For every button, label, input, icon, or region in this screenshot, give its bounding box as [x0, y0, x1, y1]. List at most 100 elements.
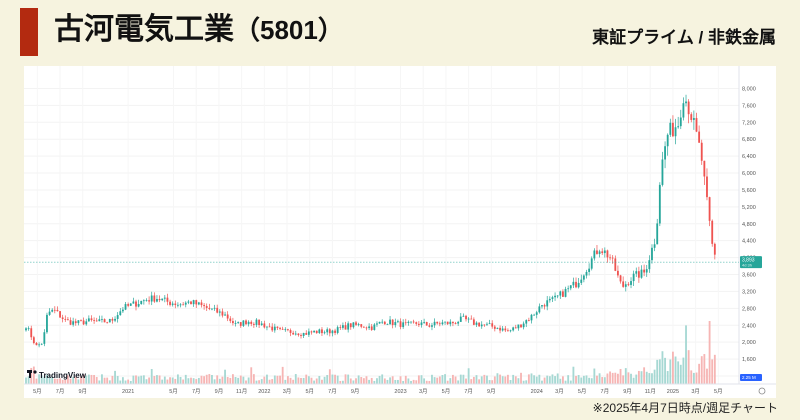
volume-bar — [527, 374, 530, 384]
price-chart[interactable]: 8,000 7,600 7,200 6,800 6,400 6,000 5,600 5,200… — [24, 66, 776, 398]
candle-body — [163, 297, 166, 299]
time-tick-label: 2022 — [258, 389, 270, 395]
candle-body — [205, 306, 208, 308]
candle-body — [234, 323, 237, 324]
candle-body — [208, 307, 211, 309]
volume-bar — [182, 379, 185, 384]
candle-body — [425, 322, 428, 326]
volume-bar — [61, 379, 64, 384]
volume-bar — [507, 374, 509, 384]
volume-bar — [331, 374, 334, 384]
time-tick-label: 7月 — [328, 388, 337, 395]
candle-body — [292, 332, 295, 335]
candle-body — [101, 319, 103, 320]
price-tick-label: 8,000 — [742, 86, 756, 92]
chart-settings-icon[interactable] — [758, 387, 766, 395]
volume-bar — [77, 379, 80, 384]
candle-body — [682, 103, 685, 118]
volume-bar — [302, 377, 305, 384]
last-price-badge — [740, 256, 762, 269]
candle-body — [383, 321, 386, 325]
volume-bar — [51, 376, 54, 384]
last-volume-badge — [740, 374, 762, 381]
volume-bars — [25, 321, 716, 384]
candle-body — [95, 320, 98, 322]
candle-body — [651, 247, 653, 261]
volume-bar — [93, 374, 96, 384]
volume-bar — [415, 380, 418, 384]
volume-bar — [499, 374, 501, 384]
volume-bar — [297, 377, 300, 384]
volume-bar — [80, 376, 82, 384]
candle-body — [302, 332, 305, 336]
price-axis[interactable]: 8,000 7,600 7,200 6,800 6,400 6,000 5,600 5,200… — [738, 66, 756, 384]
volume-bar — [562, 376, 564, 384]
volume-bar — [530, 373, 533, 384]
volume-bar — [156, 375, 158, 384]
candle-body — [499, 327, 501, 331]
volume-bar — [446, 380, 449, 384]
volume-bar — [226, 377, 229, 384]
volume-bar — [619, 368, 622, 384]
candle-body — [357, 324, 360, 325]
candle-body — [108, 318, 111, 323]
candle-body — [179, 304, 182, 306]
volume-bar — [179, 376, 182, 384]
candle-body — [402, 322, 405, 328]
candle-body — [142, 300, 145, 302]
volume-bar — [525, 380, 528, 384]
candle-body — [323, 332, 326, 334]
candle-body — [593, 250, 596, 259]
volume-bar — [318, 375, 321, 384]
candle-body — [700, 142, 703, 161]
volume-bar — [116, 376, 119, 384]
candle-body — [347, 323, 350, 330]
candle-body — [475, 322, 478, 325]
candle-body — [260, 323, 263, 326]
candle-body — [289, 330, 292, 333]
volume-bar — [661, 351, 664, 384]
chart-svg[interactable]: 8,000 7,600 7,200 6,800 6,400 6,000 5,600 5,200… — [24, 66, 776, 398]
candle-body — [525, 320, 528, 324]
time-axis[interactable]: 5月 7月 9月 2021 5月 7月 9月 11月 2022 3月 5月 7月 9月 2023 3月 5月 7… — [24, 383, 776, 395]
time-tick-label: 5月 — [442, 388, 451, 395]
volume-bar — [423, 378, 426, 384]
candle-body — [245, 320, 247, 325]
candle-body — [339, 327, 342, 328]
volume-bar — [150, 369, 153, 384]
volume-bar — [40, 375, 43, 384]
volume-bar — [397, 379, 399, 384]
candle-body — [121, 309, 124, 312]
candle-body — [370, 326, 373, 330]
candle-body — [98, 319, 101, 322]
volume-bar — [593, 368, 596, 384]
volume-bar — [383, 378, 386, 384]
candles — [25, 94, 716, 348]
candle-body — [103, 319, 106, 323]
volume-bar — [38, 374, 41, 384]
candle-body — [145, 300, 148, 302]
candle-body — [211, 308, 213, 310]
volume-bar — [357, 375, 360, 384]
candle-body — [30, 328, 33, 338]
candle-body — [517, 324, 520, 329]
candle-body — [420, 322, 423, 325]
candle-body — [85, 321, 88, 325]
volume-bar — [640, 371, 643, 384]
volume-bar — [95, 377, 98, 384]
candle-body — [483, 324, 486, 326]
candle-body — [326, 329, 329, 333]
candle-body — [614, 258, 617, 271]
volume-bar — [454, 376, 457, 384]
volume-bar — [344, 374, 347, 384]
candle-body — [677, 126, 680, 128]
candle-body — [410, 321, 412, 323]
header: 古河電気工業（5801） 東証プライム / 非鉄金属 — [0, 0, 800, 62]
volume-bar — [475, 375, 478, 384]
volume-bar — [114, 370, 116, 384]
volume-bar — [362, 378, 365, 384]
volume-bar — [300, 377, 302, 384]
candle-body — [64, 319, 67, 320]
volume-bar — [425, 380, 428, 384]
candle-body — [713, 243, 716, 255]
